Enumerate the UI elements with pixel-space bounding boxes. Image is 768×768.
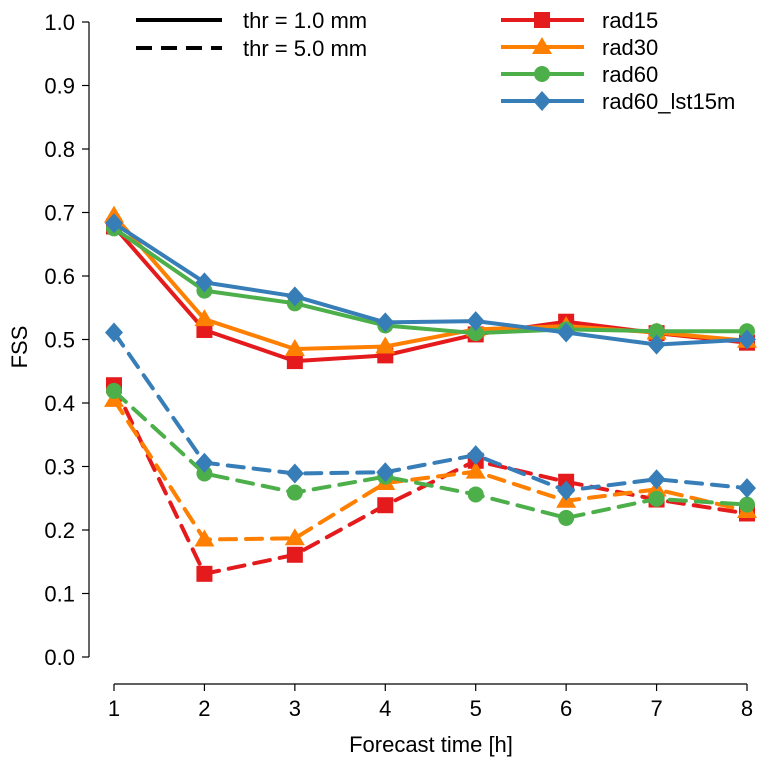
data-point-marker xyxy=(286,353,303,370)
data-point-marker xyxy=(376,462,395,483)
y-tick-label: 0.9 xyxy=(44,74,75,99)
data-point-marker xyxy=(648,490,665,507)
x-tick-label: 8 xyxy=(741,696,753,721)
data-point-marker xyxy=(466,445,485,466)
legend-triangle-marker xyxy=(532,37,552,54)
data-point-marker xyxy=(738,478,756,499)
y-axis-label: FSS xyxy=(7,326,32,369)
legend-label: thr = 5.0 mm xyxy=(243,36,367,61)
data-point-marker xyxy=(195,452,214,473)
y-tick-label: 0.0 xyxy=(44,645,75,670)
data-point-marker xyxy=(467,325,484,342)
y-tick-label: 0.3 xyxy=(44,455,75,480)
data-point-marker xyxy=(376,312,395,333)
data-point-marker xyxy=(195,272,214,293)
legend-diamond-marker xyxy=(533,91,551,111)
x-tick-label: 1 xyxy=(108,696,120,721)
x-tick-label: 7 xyxy=(650,696,662,721)
data-point-marker xyxy=(557,322,576,343)
data-point-marker xyxy=(738,329,756,350)
data-point-marker xyxy=(105,213,123,234)
axes: 0.0 0.1 0.2 0.3 0.4 0.5 0.6 0.7 0.8 0.9 1.0 1 2 3 4 5 6… xyxy=(7,10,753,757)
legend-entry-rad30: rad30 xyxy=(501,35,658,60)
data-point-marker xyxy=(285,286,304,307)
legend-label: rad60 xyxy=(602,62,658,87)
legend-circle-marker xyxy=(534,66,550,82)
data-point-marker xyxy=(106,382,122,399)
data-point-marker xyxy=(465,461,486,479)
y-axis-ticks: 0.0 0.1 0.2 0.3 0.4 0.5 0.6 0.7 0.8 0.9 1.0 xyxy=(44,10,89,670)
legend-square-marker xyxy=(534,12,550,28)
data-point-marker xyxy=(286,546,303,563)
series-line xyxy=(112,330,749,493)
data-point-marker xyxy=(558,509,575,526)
series-line xyxy=(112,221,748,347)
y-tick-label: 0.4 xyxy=(44,391,75,416)
data-point-marker xyxy=(286,484,303,501)
series-rad60_lst15m-thr5 xyxy=(105,322,756,501)
series-rad60_lst15m-thr1 xyxy=(105,213,756,355)
series-line xyxy=(112,388,749,520)
legend-entry-rad60: rad60 xyxy=(501,62,658,87)
data-point-marker xyxy=(194,529,215,547)
data-point-marker xyxy=(647,334,666,355)
data-point-marker xyxy=(739,496,755,513)
y-tick-label: 0.8 xyxy=(44,137,75,162)
legend-label: rad15 xyxy=(602,8,658,33)
data-point-marker xyxy=(284,528,305,546)
data-point-marker xyxy=(196,565,213,582)
x-axis-label: Forecast time [h] xyxy=(349,732,513,757)
legend-entry-rad60_lst15m: rad60_lst15m xyxy=(501,89,735,114)
x-tick-label: 4 xyxy=(379,696,391,721)
data-point-marker xyxy=(284,339,305,357)
data-point-marker xyxy=(467,486,484,503)
data-point-marker xyxy=(375,336,396,354)
legend-label: rad30 xyxy=(602,35,658,60)
y-tick-label: 0.6 xyxy=(44,264,75,289)
series-line xyxy=(112,226,747,336)
legend-label: thr = 1.0 mm xyxy=(243,8,367,33)
plot-area xyxy=(104,205,757,582)
x-axis-ticks: 1 2 3 4 5 6 7 8 xyxy=(108,684,753,721)
x-tick-label: 6 xyxy=(560,696,572,721)
y-tick-label: 0.1 xyxy=(44,582,75,607)
y-tick-label: 0.7 xyxy=(44,201,75,226)
series-line xyxy=(112,397,749,542)
x-tick-label: 2 xyxy=(198,696,210,721)
data-point-marker xyxy=(377,497,394,514)
data-point-marker xyxy=(647,469,666,490)
legend-label: rad60_lst15m xyxy=(602,89,735,114)
data-point-marker xyxy=(105,322,123,343)
y-tick-label: 0.2 xyxy=(44,518,75,543)
data-point-marker xyxy=(466,311,485,332)
y-tick-label: 0.5 xyxy=(44,328,75,353)
data-point-marker xyxy=(194,309,215,327)
data-point-marker xyxy=(285,463,304,484)
y-tick-label: 1.0 xyxy=(44,10,75,35)
x-tick-label: 5 xyxy=(470,696,482,721)
data-point-marker xyxy=(648,323,665,340)
data-point-marker xyxy=(557,480,576,501)
data-point-marker xyxy=(196,465,213,482)
series-line xyxy=(112,383,749,576)
linestyle-legend: thr = 1.0 mm thr = 5.0 mm xyxy=(136,8,367,61)
x-tick-label: 3 xyxy=(289,696,301,721)
legend-entry-rad15: rad15 xyxy=(501,8,658,33)
